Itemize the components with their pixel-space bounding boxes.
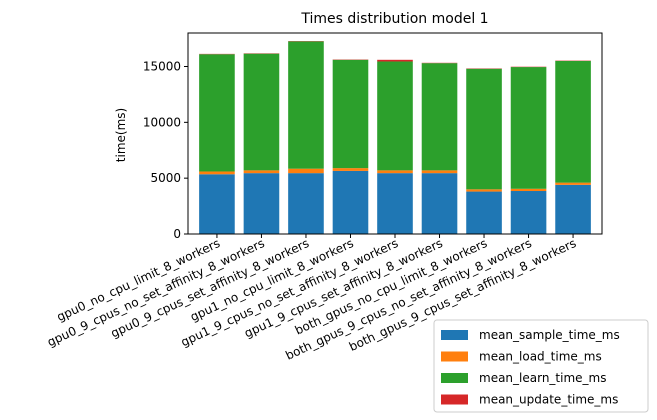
bar-segment-mean_learn_time_ms-4 <box>377 61 413 171</box>
y-tick-label: 0 <box>173 227 181 241</box>
y-tick-label: 5000 <box>150 171 181 185</box>
bar-segment-mean_sample_time_ms-3 <box>332 170 369 234</box>
bar-segment-mean_learn_time_ms-8 <box>555 60 591 183</box>
legend: mean_sample_time_ms mean_load_time_msmean… <box>433 319 649 413</box>
bar-segment-mean_learn_time_ms-7 <box>510 67 547 189</box>
legend-label-mean_load_time_ms: mean_load_time_ms <box>479 350 602 364</box>
legend-label-mean_learn_time_ms: mean_learn_time_ms <box>479 371 606 385</box>
legend-swatch-mean_learn_time_ms <box>441 373 468 383</box>
legend-swatch-mean_update_time_ms <box>441 394 468 405</box>
bar-segment-mean_sample_time_ms-7 <box>510 191 547 234</box>
bars-layer <box>199 41 591 234</box>
bar-segment-mean_sample_time_ms-4 <box>377 173 413 234</box>
bar-segment-mean_learn_time_ms-5 <box>421 63 458 171</box>
bar-segment-mean_sample_time_ms-2 <box>288 173 324 234</box>
bar-segment-mean_load_time_ms-1 <box>243 170 280 174</box>
legend-box <box>433 319 649 413</box>
y-tick-label: 10000 <box>143 115 181 129</box>
bar-segment-mean_load_time_ms-7 <box>510 188 547 192</box>
bar-segment-mean_learn_time_ms-0 <box>199 54 235 172</box>
bar-segment-mean_load_time_ms-6 <box>466 189 502 192</box>
bar-segment-mean_load_time_ms-5 <box>421 170 458 174</box>
bar-segment-mean_load_time_ms-4 <box>377 170 413 174</box>
bar-segment-mean_sample_time_ms-0 <box>199 174 235 234</box>
bar-segment-mean_update_time_ms-4 <box>377 59 413 62</box>
y-tick-label: 15000 <box>143 60 181 74</box>
bar-segment-mean_learn_time_ms-6 <box>466 68 502 190</box>
bar-segment-mean_learn_time_ms-3 <box>332 59 369 169</box>
bar-segment-mean_sample_time_ms-5 <box>421 173 458 234</box>
bar-segment-mean_load_time_ms-2 <box>288 168 324 174</box>
bar-segment-mean_sample_time_ms-6 <box>466 191 502 234</box>
legend-label-mean_update_time_ms: mean_update_time_ms <box>479 393 618 407</box>
legend-swatch-mean_load_time_ms <box>441 351 468 362</box>
legend-label-mean_sample_time_ms: mean_sample_time_ms <box>479 328 620 342</box>
legend-swatch-mean_sample_time_ms <box>441 330 468 340</box>
bar-segment-mean_load_time_ms-3 <box>332 168 369 171</box>
bar-segment-mean_learn_time_ms-1 <box>243 53 280 171</box>
y-axis-label: time(ms) <box>114 108 128 162</box>
bar-segment-mean_learn_time_ms-2 <box>288 41 324 169</box>
bar-segment-mean_load_time_ms-8 <box>555 182 591 185</box>
bar-segment-mean_sample_time_ms-1 <box>243 173 280 234</box>
bar-segment-mean_load_time_ms-0 <box>199 171 235 175</box>
bar-segment-mean_sample_time_ms-8 <box>555 184 591 234</box>
chart-title: Times distribution model 1 <box>300 11 488 27</box>
